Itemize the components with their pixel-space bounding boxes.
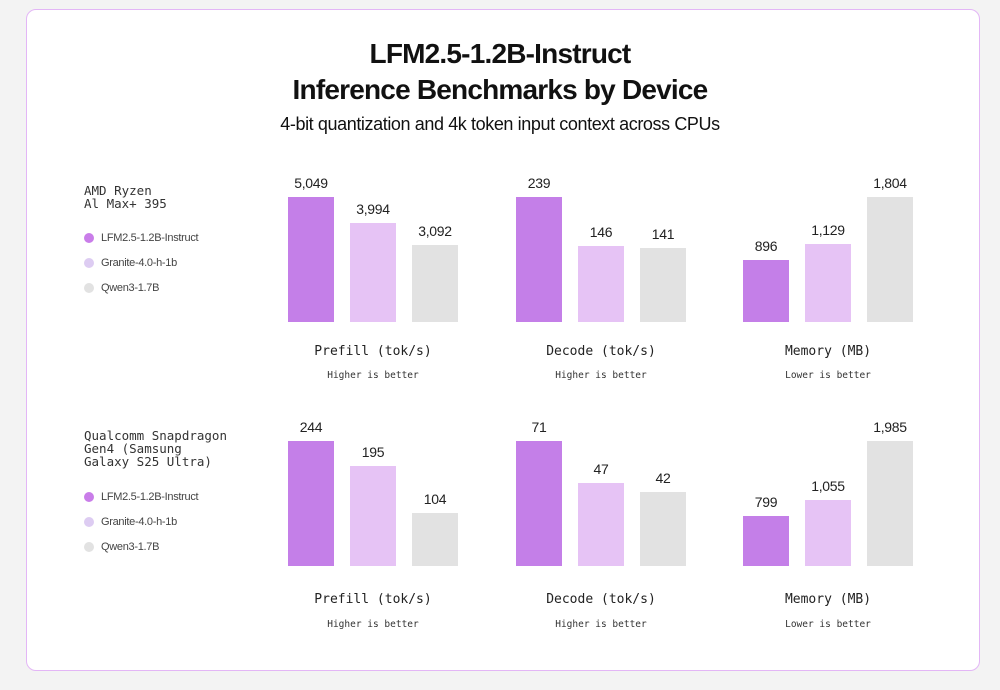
axis-note: Higher is better: [327, 619, 419, 630]
legend-label: LFM2.5-1.2B-Instruct: [101, 231, 199, 244]
legend-dot-icon: [84, 257, 94, 268]
data-label: 146: [589, 223, 613, 240]
bar: [743, 259, 789, 322]
data-label: 42: [655, 470, 671, 487]
axis-note: Higher is better: [327, 370, 419, 381]
bar: [288, 197, 334, 322]
chart-card: [26, 9, 980, 671]
bar: [412, 245, 458, 322]
data-label: 5,049: [294, 175, 328, 191]
axis-note: Higher is better: [555, 370, 647, 381]
bar: [805, 499, 851, 566]
legend: LFM2.5-1.2B-Instruct Granite-4.0-h-1b Qwen…: [84, 484, 199, 559]
legend-item: Granite-4.0-h-1b: [84, 509, 198, 534]
axis-label: Memory (MB): [784, 344, 872, 359]
bar: [350, 223, 396, 322]
chart-title: LFM2.5-1.2B-Instruct: [369, 38, 632, 69]
legend-dot-icon: [84, 541, 94, 552]
bar: [516, 197, 562, 322]
bar: [412, 512, 458, 566]
data-label: 71: [531, 419, 547, 435]
axis-label: Prefill (tok/s): [314, 344, 432, 359]
data-label: 1,804: [873, 175, 907, 191]
bar: [867, 197, 913, 322]
legend: LFM2.5-1.2B-Instruct Granite-4.0-h-1b Qwen…: [84, 225, 199, 300]
data-label: 3,092: [418, 223, 452, 240]
legend-dot-icon: [84, 232, 94, 243]
axis-label: Prefill (tok/s): [314, 592, 432, 607]
legend-dot-icon: [84, 516, 94, 527]
axis-label: Decode (tok/s): [546, 344, 656, 359]
data-label: 799: [754, 493, 778, 510]
data-label: 104: [423, 490, 447, 507]
data-label: 239: [527, 175, 551, 191]
bar: [640, 492, 686, 566]
data-label: 47: [593, 461, 609, 478]
legend-item: Qwen3-1.7B: [84, 275, 198, 300]
legend-label: Qwen3-1.7B: [101, 540, 160, 553]
axis-note: Higher is better: [555, 619, 647, 630]
legend-item: Granite-4.0-h-1b: [84, 250, 198, 275]
bar: [516, 441, 562, 566]
data-label: 896: [754, 237, 778, 254]
legend-label: Granite-4.0-h-1b: [101, 256, 177, 269]
legend-label: Qwen3-1.7B: [101, 281, 160, 294]
axis-label: Decode (tok/s): [546, 592, 656, 607]
legend-item: LFM2.5-1.2B-Instruct: [84, 225, 199, 250]
bar: [578, 245, 624, 322]
legend-item: Qwen3-1.7B: [84, 534, 198, 559]
bar: [805, 243, 851, 322]
data-label: 1,985: [873, 419, 907, 435]
data-label: 1,129: [811, 221, 845, 238]
legend-label: LFM2.5-1.2B-Instruct: [101, 490, 199, 503]
bar: [288, 441, 334, 566]
bar: [867, 441, 913, 566]
axis-label: Memory (MB): [784, 592, 872, 607]
device-name: Qualcomm Snapdragon Gen4 (Samsung Galaxy…: [84, 428, 227, 469]
device-name: AMD Ryzen Al Max+ 395: [84, 183, 167, 211]
bar: [350, 466, 396, 566]
legend-dot-icon: [84, 491, 94, 502]
bar: [578, 483, 624, 566]
legend-dot-icon: [84, 282, 94, 293]
data-label: 244: [299, 419, 323, 435]
legend-label: Granite-4.0-h-1b: [101, 515, 177, 528]
data-label: 141: [651, 226, 675, 243]
bar: [640, 248, 686, 322]
data-label: 3,994: [356, 201, 390, 218]
data-label: 1,055: [811, 477, 845, 494]
axis-note: Lower is better: [785, 619, 871, 630]
bar: [743, 515, 789, 566]
chart-subtitle: 4-bit quantization and 4k token input co…: [280, 114, 720, 134]
chart-title-line2: Inference Benchmarks by Device: [292, 74, 709, 105]
axis-note: Lower is better: [785, 370, 871, 381]
data-label: 195: [361, 444, 385, 461]
legend-item: LFM2.5-1.2B-Instruct: [84, 484, 199, 509]
